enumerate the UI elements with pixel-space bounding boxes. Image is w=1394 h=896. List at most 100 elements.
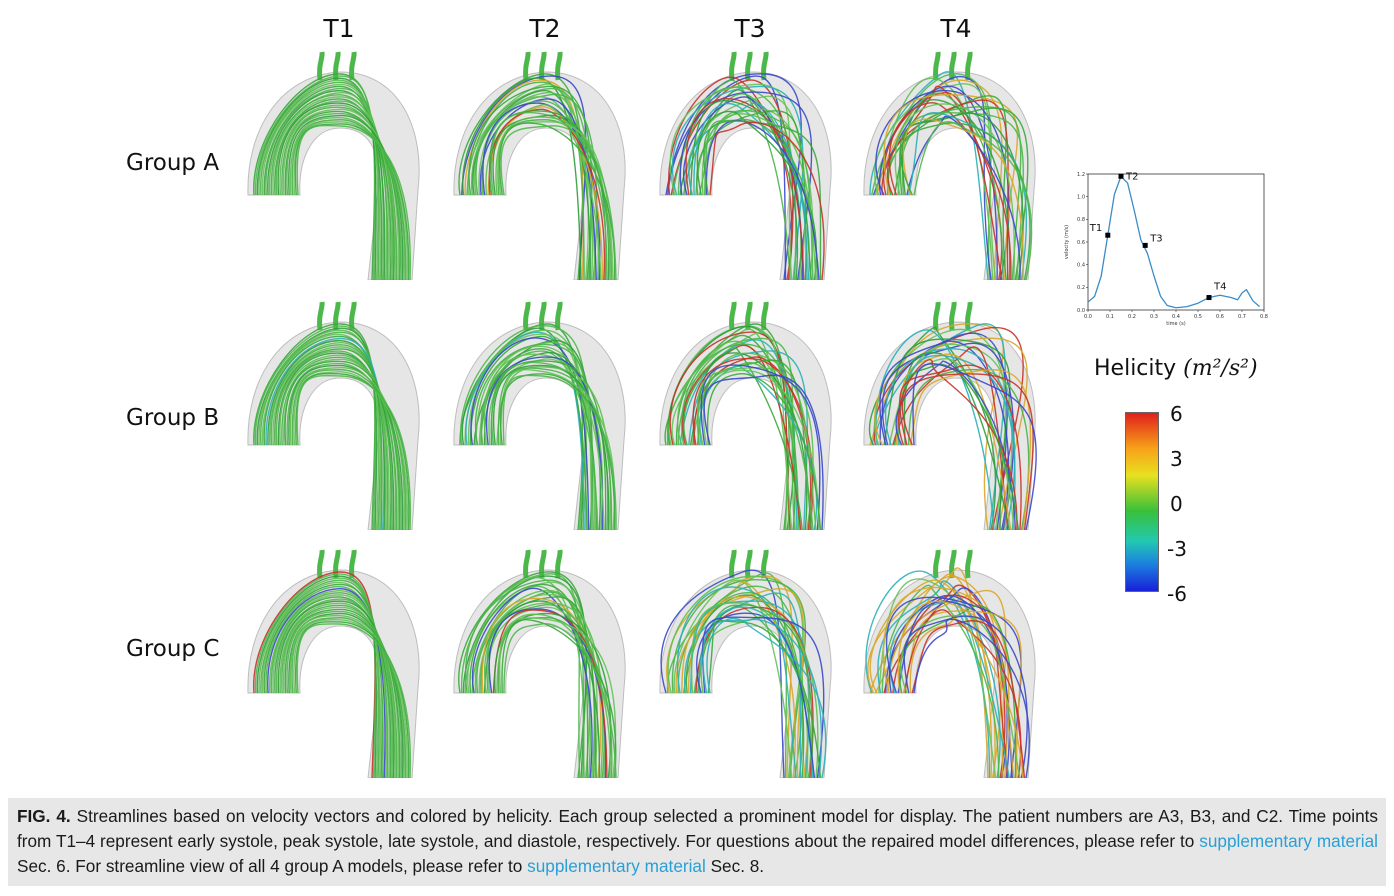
streamline-panel-group-c-t4 <box>856 548 1056 778</box>
streamline <box>696 612 816 778</box>
streamline <box>263 335 383 530</box>
streamline <box>882 586 1010 778</box>
streamline <box>901 373 1034 530</box>
streamline <box>696 361 814 530</box>
supplementary-link[interactable]: supplementary material <box>527 856 706 876</box>
time-point-marker <box>1142 242 1148 248</box>
streamline <box>911 620 1026 778</box>
time-point-label: T1 <box>1089 223 1102 234</box>
streamline <box>871 323 1006 530</box>
streamline-panel-group-b-t1 <box>240 300 440 530</box>
streamline <box>875 329 995 530</box>
streamline <box>681 343 800 530</box>
streamline <box>877 580 1001 778</box>
streamline <box>677 86 797 280</box>
x-tick-label: 0.2 <box>1128 314 1136 320</box>
streamline <box>466 81 585 280</box>
streamline <box>691 352 814 530</box>
streamline <box>277 352 395 530</box>
streamline <box>883 93 1019 280</box>
branch-vessel <box>933 549 941 579</box>
streamline <box>683 347 803 530</box>
y-tick-label: 0.2 <box>1077 285 1085 291</box>
figure-caption: FIG. 4. Streamlines based on velocity ve… <box>8 798 1386 886</box>
streamline <box>284 608 401 778</box>
streamline <box>462 77 582 280</box>
streamline <box>901 112 1024 280</box>
streamline <box>294 621 410 778</box>
streamline <box>270 94 389 280</box>
streamline <box>481 597 602 778</box>
streamline <box>704 118 819 280</box>
streamline <box>272 594 391 778</box>
caption-text: Sec. 8. <box>705 856 765 876</box>
streamline <box>253 323 376 530</box>
streamline <box>706 373 822 530</box>
streamline <box>270 344 389 530</box>
streamline <box>879 340 1010 530</box>
streamline <box>897 359 1018 530</box>
branch-vessel <box>317 549 325 579</box>
streamline <box>282 108 400 280</box>
streamline <box>470 337 590 530</box>
streamline <box>670 79 794 280</box>
streamline <box>296 124 411 280</box>
streamline <box>874 337 1028 530</box>
streamline <box>256 77 377 280</box>
aorta-streamlines <box>247 301 420 530</box>
streamline-panel-group-a-t1 <box>240 50 440 280</box>
streamline <box>483 351 602 530</box>
streamline <box>664 323 790 530</box>
column-label-t1: T1 <box>323 14 355 43</box>
streamline <box>889 600 1010 778</box>
streamline <box>696 359 813 530</box>
streamline <box>669 83 793 280</box>
streamline <box>703 120 822 280</box>
streamline <box>908 112 1028 280</box>
streamline <box>279 104 396 280</box>
x-tick-label: 0.8 <box>1260 314 1268 320</box>
streamline <box>480 348 597 530</box>
branch-vessel <box>539 301 547 331</box>
streamline <box>256 575 378 778</box>
streamline <box>503 623 617 778</box>
streamline <box>494 612 612 778</box>
streamline <box>899 364 1022 530</box>
streamline <box>296 623 411 778</box>
streamline <box>293 619 408 778</box>
streamline-panel-group-a-t2 <box>446 50 646 280</box>
row-label-group-c: Group C <box>126 636 220 662</box>
branch-vessel <box>933 301 941 331</box>
branch-vessel <box>949 51 957 81</box>
streamline <box>883 92 1003 280</box>
helicity-colorbar <box>1125 412 1159 592</box>
streamline <box>499 369 615 530</box>
y-axis-label: velocity (m/s) <box>1064 225 1070 259</box>
streamline <box>293 371 408 530</box>
streamline <box>492 364 610 530</box>
streamline <box>912 363 1037 530</box>
branch-vessel <box>555 301 563 331</box>
streamline <box>913 121 1033 280</box>
streamline <box>685 98 805 280</box>
branch-vessel <box>523 51 531 81</box>
branch-vessel <box>729 51 737 81</box>
row-label-group-b: Group B <box>126 405 220 431</box>
streamline <box>693 604 812 778</box>
streamline <box>693 102 810 280</box>
streamline <box>286 112 402 280</box>
streamline <box>689 600 810 778</box>
streamline <box>881 584 1000 778</box>
streamline <box>465 579 585 778</box>
branch-vessel <box>523 549 531 579</box>
streamline <box>698 109 814 280</box>
streamline <box>682 344 802 530</box>
streamline <box>277 600 395 778</box>
streamline <box>666 572 788 778</box>
aorta-streamlines <box>863 549 1036 778</box>
branch-vessel <box>317 51 325 81</box>
streamline <box>488 110 607 280</box>
x-tick-label: 0.0 <box>1084 314 1092 320</box>
streamline <box>471 587 593 778</box>
supplementary-link[interactable]: supplementary material <box>1199 831 1378 851</box>
